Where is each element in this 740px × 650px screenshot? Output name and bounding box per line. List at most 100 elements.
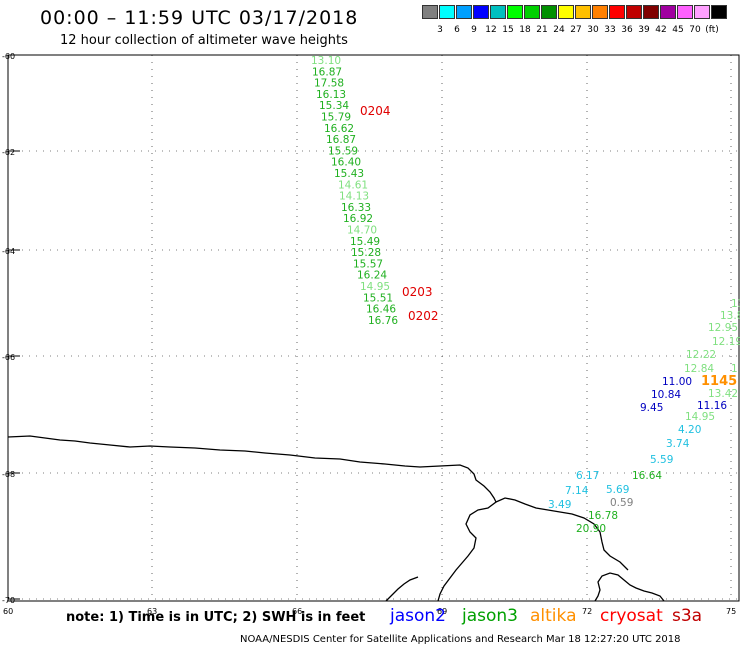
legend-swatch	[456, 5, 472, 19]
legend-swatch	[609, 5, 625, 19]
axis-labels: -60 -62 -64 -66 -68 -70 60 63 66 69 72 75	[2, 52, 736, 616]
swh-value: 14.95	[685, 411, 715, 423]
swh-value: 10.84	[651, 389, 681, 401]
legend-label: 6	[454, 25, 460, 35]
legend-label: 27	[570, 25, 582, 35]
legend-swatch	[626, 5, 642, 19]
legend-swatch	[541, 5, 557, 19]
footer-credit: NOAA/NESDIS Center for Satellite Applica…	[240, 634, 681, 645]
swh-value: 3.49	[548, 499, 571, 511]
page-subtitle: 12 hour collection of altimeter wave hei…	[60, 33, 348, 48]
swh-value: 16.33	[341, 202, 371, 214]
satellite-name-jason3: jason3	[462, 606, 518, 626]
legend-swatch	[473, 5, 489, 19]
legend-swatch	[558, 5, 574, 19]
swh-value: 14.13	[339, 191, 369, 203]
lat-label: -64	[2, 247, 15, 256]
legend-label: 39	[638, 25, 650, 35]
legend-label: 36	[621, 25, 633, 35]
swh-value: 6.17	[576, 470, 599, 482]
lon-label: 66	[292, 607, 302, 616]
swh-value: 15.57	[353, 258, 383, 270]
legend-label: 9	[471, 25, 477, 35]
swh-value: 14.95	[360, 281, 390, 293]
satellite-name-altika: altika	[530, 606, 577, 626]
footer-note: note: 1) Time is in UTC; 2) SWH is in fe…	[66, 610, 366, 625]
swh-value: 16.87	[312, 66, 342, 78]
legend-label: 42	[655, 25, 667, 35]
lon-label: 75	[726, 607, 736, 616]
satellite-name-cryosat: cryosat	[600, 606, 663, 626]
swh-value: 16.87	[326, 134, 356, 146]
swh-value: 16.76	[368, 315, 398, 327]
legend-swatch	[643, 5, 659, 19]
swh-value: 14.70	[347, 225, 377, 237]
swh-value: 16.92	[343, 213, 373, 225]
swh-value: 1	[731, 363, 738, 375]
swh-value: 16.64	[632, 470, 662, 482]
legend-swatch	[422, 5, 438, 19]
swh-value: 16.62	[324, 123, 354, 135]
swh-value: 12.19	[712, 336, 740, 348]
page-title: 00:00 – 11:59 UTC 03/17/2018	[40, 7, 359, 29]
pass-time-label: 0203	[402, 285, 433, 299]
swh-value: 11.00	[662, 376, 692, 388]
satellite-name-jason2: jason2	[390, 606, 446, 626]
legend-swatch	[711, 5, 727, 19]
swh-value: 12.84	[684, 363, 714, 375]
swh-value: 15.49	[350, 236, 380, 248]
legend-label: 24	[553, 25, 565, 35]
swh-value: 16.40	[331, 157, 361, 169]
legend-label: 3	[437, 25, 443, 35]
swh-value: 13.8	[720, 310, 740, 322]
legend-label: 45	[672, 25, 684, 35]
swh-value: 17.58	[314, 78, 344, 90]
swh-value: 5.59	[650, 454, 673, 466]
pass-time-label: 0204	[360, 104, 391, 118]
legend-swatch	[592, 5, 608, 19]
swh-value: 16.13	[316, 89, 346, 101]
swh-value: 15.28	[351, 247, 381, 259]
pass-time-label: 1145	[701, 374, 737, 389]
lat-label: -68	[2, 470, 15, 479]
legend-label: 12	[485, 25, 497, 35]
swh-value: 5.69	[606, 484, 629, 496]
grid-lines	[7, 54, 739, 601]
lat-label: -60	[2, 52, 15, 61]
legend-label: 30	[587, 25, 599, 35]
legend-swatch	[524, 5, 540, 19]
swh-value: 0.59	[610, 497, 633, 509]
legend-label: 33	[604, 25, 616, 35]
satellite-name-s3a: s3a	[672, 606, 703, 626]
swh-value: 12.95	[708, 322, 738, 334]
legend-swatch	[694, 5, 710, 19]
swh-value: 20.90	[576, 523, 606, 535]
lon-label: 69	[437, 607, 447, 616]
lat-label: -62	[2, 148, 15, 157]
legend-swatch	[575, 5, 591, 19]
swh-value: 14.61	[338, 179, 368, 191]
swh-value: 9.45	[640, 402, 663, 414]
swh-value: 16.24	[357, 270, 387, 282]
lon-label: 60	[3, 607, 13, 616]
legend-label: 18	[519, 25, 531, 35]
legend-swatch	[490, 5, 506, 19]
swh-value: 13	[731, 298, 740, 310]
swh-value: 7.14	[565, 485, 589, 497]
pass-time-label: 0202	[408, 309, 439, 323]
legend-swatch	[507, 5, 523, 19]
lat-label: -66	[2, 353, 15, 362]
legend-label: 70	[689, 25, 701, 35]
legend-swatch	[439, 5, 455, 19]
legend-label: 15	[502, 25, 514, 35]
legend-label: (ft)	[705, 25, 719, 35]
swh-value: 15.51	[363, 292, 393, 304]
swh-value: 11.16	[697, 400, 727, 412]
swh-value: 15.34	[319, 100, 349, 112]
swh-value: 16.46	[366, 304, 396, 316]
swh-value: 13.10	[311, 55, 341, 67]
map-frame	[7, 54, 740, 602]
swh-value: 3.74	[666, 438, 690, 450]
